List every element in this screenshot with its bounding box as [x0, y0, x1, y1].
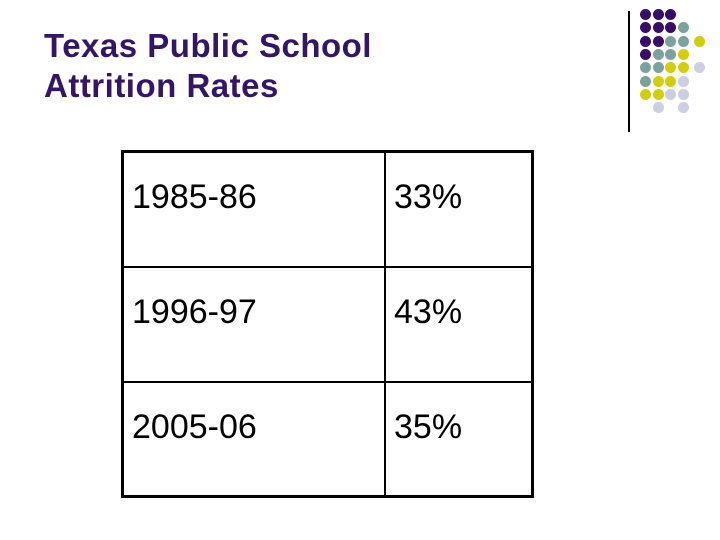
- decoration-dot: [694, 35, 706, 47]
- decoration-dot: [640, 48, 651, 60]
- decoration-dot: [677, 88, 689, 100]
- decoration-dot: [640, 9, 651, 20]
- decoration-dot: [677, 75, 689, 87]
- decoration-dot: [677, 48, 689, 60]
- decoration-dot: [640, 62, 651, 74]
- table-row: 2005-06 35%: [121, 380, 534, 498]
- decoration-dot: [652, 9, 664, 20]
- year-cell: 1985-86: [121, 150, 386, 268]
- decoration-vertical-line: [628, 11, 630, 132]
- decoration-dot: [665, 75, 677, 87]
- decoration-dot: [652, 35, 664, 47]
- year-cell: 1996-97: [121, 265, 386, 383]
- rate-cell: 35%: [384, 380, 534, 498]
- year-cell: 2005-06: [121, 380, 386, 498]
- decoration-dot: [640, 35, 651, 47]
- decoration-dot: [652, 88, 664, 100]
- decoration-dot: [652, 102, 664, 114]
- title-line-1: Texas Public School: [44, 27, 372, 64]
- decoration-dot: [640, 88, 651, 100]
- decoration-dot: [665, 88, 677, 100]
- decoration-dot: [652, 62, 664, 74]
- decoration-dot: [677, 62, 689, 74]
- rate-cell: 43%: [384, 265, 534, 383]
- decoration-dot: [652, 75, 664, 87]
- title-line-2: Attrition Rates: [44, 67, 279, 104]
- decoration-dot: [640, 75, 651, 87]
- slide-title: Texas Public School Attrition Rates: [44, 26, 372, 106]
- rate-cell: 33%: [384, 150, 534, 268]
- decoration-dot: [640, 22, 651, 34]
- attrition-table: 1985-86 33% 1996-97 43% 2005-06 35%: [121, 150, 534, 498]
- table-row: 1985-86 33%: [121, 150, 534, 268]
- decoration-dot: [677, 35, 689, 47]
- decoration-dot: [652, 48, 664, 60]
- decoration-dot: [652, 22, 664, 34]
- table-row: 1996-97 43%: [121, 265, 534, 383]
- decoration-dot: [665, 22, 677, 34]
- decoration-dot: [665, 9, 677, 20]
- decoration-dot: [665, 35, 677, 47]
- decoration-dot-grid: [640, 9, 710, 115]
- decoration-dot: [677, 22, 689, 34]
- decoration-dot: [665, 48, 677, 60]
- decoration-dot: [677, 102, 689, 114]
- decoration-dot: [665, 62, 677, 74]
- decoration-dot: [694, 62, 706, 74]
